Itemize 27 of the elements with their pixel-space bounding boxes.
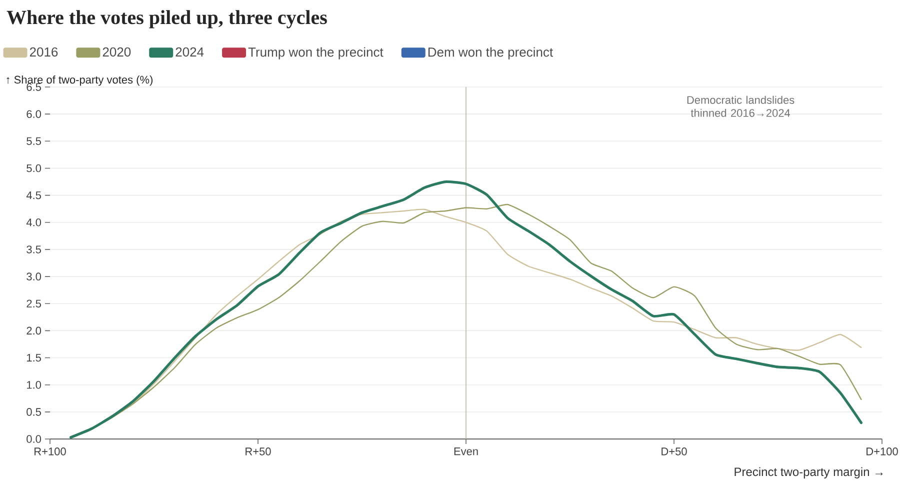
legend-label: 2016 [30, 47, 58, 57]
y-tick-label: 6.0 [26, 110, 42, 118]
y-tick-label: 5.0 [26, 164, 42, 172]
y-tick-label: 6.5 [26, 83, 41, 91]
y-tick-label: 2.5 [26, 300, 41, 308]
x-tick-label: D+100 [866, 448, 898, 456]
y-tick-label: 3.5 [26, 246, 41, 254]
y-tick-label: 0.0 [26, 435, 42, 443]
annotation: Democratic landslides thinned 2016→2024 [687, 96, 794, 117]
x-axis-title: Precinct two-party margin → [734, 467, 883, 478]
legend-label: 2024 [176, 47, 204, 57]
x-tick-label: D+50 [662, 448, 687, 456]
y-tick-label: 5.5 [26, 137, 41, 145]
chart-title: Where the votes piled up, three cycles [6, 10, 327, 28]
y-tick-label: 4.0 [26, 218, 42, 226]
x-tick-label: Even [454, 448, 478, 456]
y-tick-label: 1.5 [27, 354, 41, 362]
y-tick-label: 0.5 [26, 408, 41, 416]
legend-label: Trump won the precinct [248, 47, 384, 60]
x-tick-label: R+50 [246, 448, 271, 456]
x-tick-label: R+100 [34, 448, 66, 456]
legend-label: 2020 [102, 47, 131, 57]
y-tick-label: 3.0 [26, 272, 42, 280]
y-tick-label: 2.0 [26, 326, 42, 335]
y-tick-label: 4.5 [26, 191, 41, 200]
legend-label: Dem won the precinct [428, 47, 553, 60]
y-tick-label: 1.0 [27, 380, 42, 389]
